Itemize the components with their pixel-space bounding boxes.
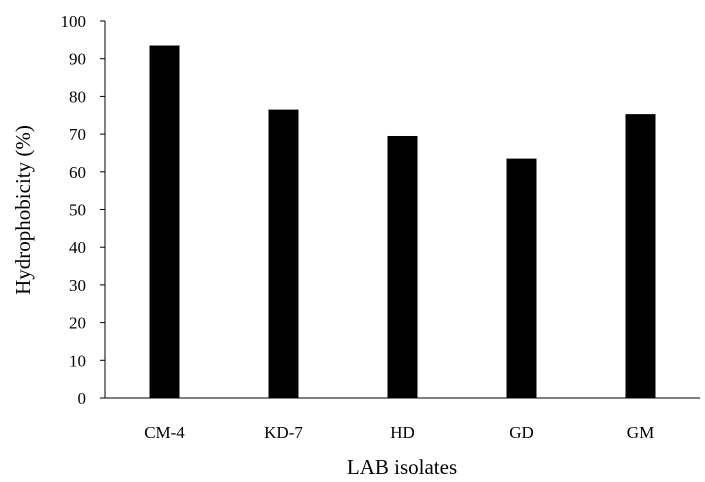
axes-group: [100, 20, 700, 399]
y-tick-label: 20: [69, 314, 86, 333]
x-axis-title: LAB isolates: [347, 455, 457, 479]
y-tick-label: 100: [61, 12, 87, 31]
bar-hd: [387, 135, 418, 399]
bar-kd-7: [268, 109, 299, 398]
y-tick-labels: 0 10 20 30 40 50 60 70 80 90 100: [61, 12, 87, 408]
bar-gm: [625, 114, 656, 398]
x-tick-label: KD-7: [264, 423, 303, 442]
y-tick-label: 80: [69, 87, 86, 106]
y-tick-label: 50: [69, 201, 86, 220]
x-tick-labels: CM-4 KD-7 HD GD GM: [144, 423, 654, 442]
bar-gd: [506, 158, 537, 398]
x-tick-label: GM: [627, 423, 654, 442]
y-tick-label: 70: [69, 125, 86, 144]
x-tick-label: HD: [390, 423, 415, 442]
y-tick-label: 90: [69, 50, 86, 69]
y-tick-label: 10: [69, 351, 86, 370]
y-tick-label: 30: [69, 276, 86, 295]
x-tick-label: GD: [509, 423, 534, 442]
y-axis-title: Hydrophobicity (%): [11, 125, 35, 295]
bars-group: [149, 45, 656, 399]
y-tick-label: 40: [69, 238, 86, 257]
y-tick-label: 0: [78, 389, 87, 408]
x-tick-label: CM-4: [144, 423, 185, 442]
bar-cm-4: [149, 45, 180, 398]
y-tick-label: 60: [69, 163, 86, 182]
